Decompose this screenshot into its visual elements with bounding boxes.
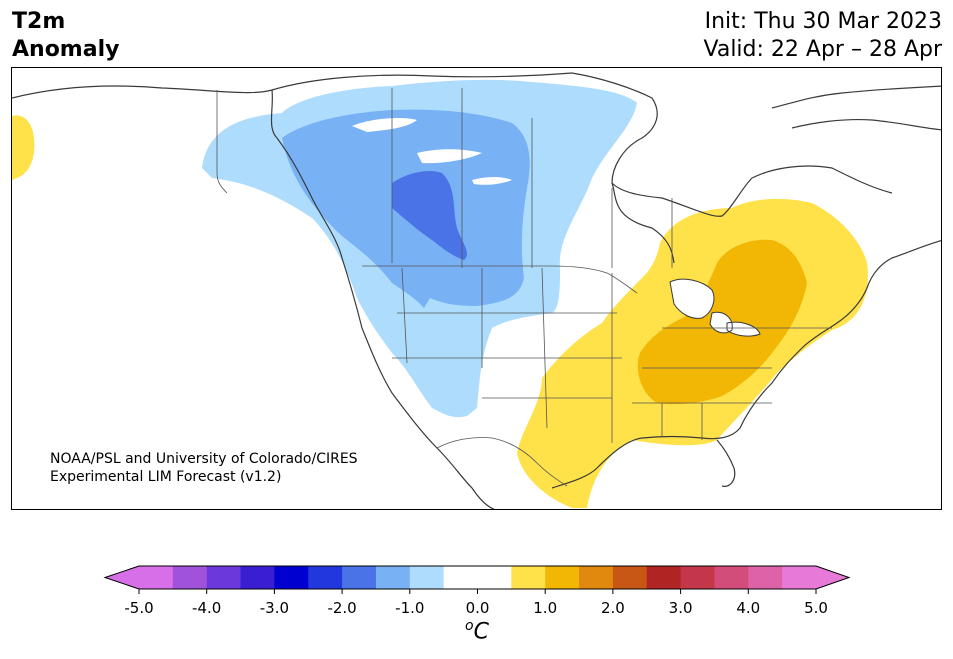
colorbar-bin-17 bbox=[748, 566, 783, 589]
colorbar-tick-label-0: -5.0 bbox=[124, 599, 154, 617]
colorbar-under-arrow bbox=[105, 566, 139, 589]
colorbar-bin-6 bbox=[342, 566, 377, 589]
colorbar-bin-4 bbox=[274, 566, 309, 589]
colorbar-bin-14 bbox=[646, 566, 682, 589]
colorbar-tick-label-2: -3.0 bbox=[259, 599, 290, 617]
colorbar-bin-3 bbox=[240, 566, 275, 589]
credit-line-1: NOAA/PSL and University of Colorado/CIRE… bbox=[50, 451, 358, 467]
colorbar-tick-label-9: 4.0 bbox=[736, 599, 761, 617]
colorbar-tick-label-8: 3.0 bbox=[668, 599, 693, 617]
colorbar-bin-16 bbox=[714, 566, 749, 589]
anomaly-label: Anomaly bbox=[12, 37, 120, 62]
colorbar-bin-15 bbox=[680, 566, 715, 589]
colorbar-bin-0 bbox=[139, 566, 174, 589]
colorbar-tick-label-4: -1.0 bbox=[395, 599, 425, 617]
colorbar-bin-5 bbox=[308, 566, 343, 589]
colorbar-bin-12 bbox=[579, 566, 614, 589]
forecast-dates: Init: Thu 30 Mar 2023 Valid: 22 Apr – 28… bbox=[704, 8, 943, 64]
credit-text: NOAA/PSL and University of Colorado/CIRE… bbox=[50, 450, 358, 486]
colorbar-over-arrow bbox=[816, 566, 849, 589]
map-canvas bbox=[12, 72, 941, 509]
colorbar-bin-18 bbox=[782, 566, 817, 589]
map-title: T2m Anomaly bbox=[12, 8, 119, 64]
colorbar-bin-10 bbox=[511, 566, 546, 589]
credit-line-2: Experimental LIM Forecast (v1.2) bbox=[50, 469, 282, 485]
colorbar-bin-13 bbox=[612, 566, 648, 589]
unit-label: oC bbox=[465, 618, 489, 644]
variable-label: T2m bbox=[12, 9, 66, 34]
colorbar-bin-7 bbox=[375, 566, 411, 589]
coastlines bbox=[12, 72, 941, 509]
colorbar-bin-11 bbox=[545, 566, 580, 589]
colorbar-bin-2 bbox=[206, 566, 242, 589]
colorbar-tick-label-1: -4.0 bbox=[192, 599, 222, 617]
colorbar-tick-label-6: 1.0 bbox=[533, 599, 558, 617]
colorbar-bin-9 bbox=[443, 566, 512, 589]
valid-range: Valid: 22 Apr – 28 Apr bbox=[703, 37, 943, 62]
political-borders bbox=[216, 88, 832, 487]
colorbar-tick-label-7: 2.0 bbox=[600, 599, 625, 617]
alaska-warm-patch bbox=[12, 115, 35, 180]
colorbar-bin-1 bbox=[172, 566, 208, 589]
colorbar-tick-label-10: 5.0 bbox=[804, 599, 828, 617]
colorbar-tick-label-3: -2.0 bbox=[327, 599, 357, 617]
unit-letter: C bbox=[473, 619, 489, 645]
init-date: Init: Thu 30 Mar 2023 bbox=[704, 9, 942, 34]
cool-anomaly-region-dark bbox=[392, 171, 467, 260]
unit-degree: o bbox=[465, 618, 474, 634]
northern-lakes bbox=[352, 118, 512, 185]
colorbar-bin-8 bbox=[409, 566, 445, 589]
colorbar-tick-label-5: 0.0 bbox=[465, 599, 490, 617]
anomaly-map: NOAA/PSL and University of Colorado/CIRE… bbox=[11, 67, 942, 510]
